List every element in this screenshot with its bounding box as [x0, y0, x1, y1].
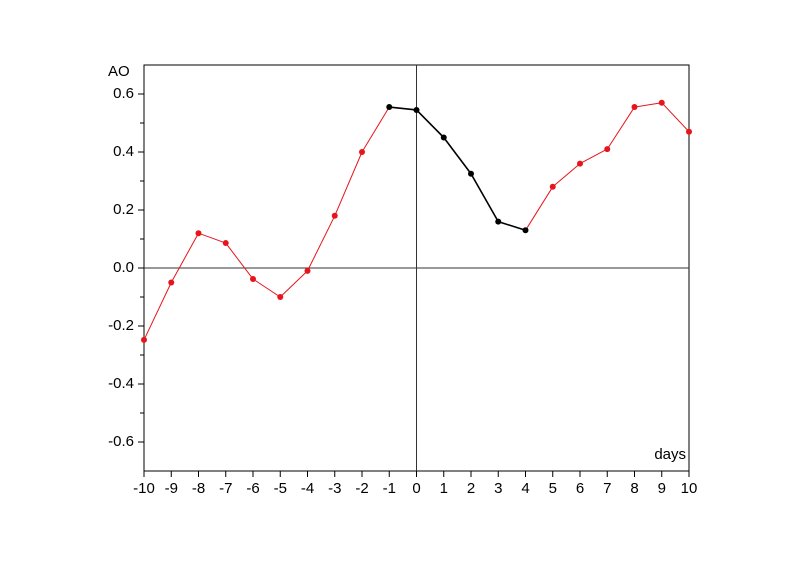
- line-segment: [525, 186, 554, 231]
- line-segment: [361, 106, 390, 153]
- x-tick-label: -7: [219, 480, 232, 497]
- data-point: [304, 267, 311, 274]
- x-tick-label: 6: [576, 480, 584, 497]
- data-point: [141, 336, 147, 343]
- x-tick-label: -8: [192, 480, 205, 497]
- line-segment: [470, 173, 499, 222]
- x-axis-label: days: [654, 446, 686, 463]
- x-tick-label: 10: [681, 480, 698, 497]
- data-point: [168, 279, 175, 286]
- x-tick-label: 3: [494, 480, 502, 497]
- line-segment: [634, 102, 662, 108]
- x-tick-label: 7: [603, 480, 611, 497]
- data-point: [549, 183, 556, 190]
- data-point: [359, 149, 365, 155]
- x-tick-label: -9: [165, 480, 178, 497]
- x-tick-label: 4: [521, 480, 529, 497]
- data-point: [686, 128, 692, 135]
- x-tick-label: 2: [467, 480, 475, 497]
- y-tick-label: 0.2: [113, 201, 134, 218]
- y-tick-label: 0.6: [113, 85, 134, 102]
- x-tick-label: 8: [630, 480, 638, 497]
- y-tick-label: 0.4: [113, 143, 134, 160]
- line-segment: [443, 137, 472, 175]
- data-point: [250, 276, 256, 283]
- x-tick-label: 9: [658, 480, 666, 497]
- line-segment: [415, 109, 445, 139]
- line-segment: [334, 151, 363, 216]
- line-segment: [143, 282, 172, 341]
- line-segment: [198, 232, 226, 244]
- data-point: [277, 294, 284, 300]
- x-tick-label: -3: [328, 480, 341, 497]
- y-axis-label: AO: [108, 63, 130, 80]
- data-point: [331, 212, 338, 219]
- x-tick-label: 5: [549, 480, 557, 497]
- line-segment: [170, 232, 199, 283]
- y-tick-label: -0.6: [108, 433, 134, 450]
- x-tick-label: -6: [246, 480, 259, 497]
- data-point: [495, 218, 502, 225]
- data-point: [522, 227, 529, 234]
- data-point: [577, 160, 583, 167]
- data-point: [631, 104, 638, 111]
- line-segment: [552, 163, 581, 188]
- line-segment: [579, 148, 608, 165]
- y-tick-label: -0.2: [108, 317, 134, 334]
- line-segment: [279, 270, 308, 298]
- data-point: [413, 106, 420, 113]
- x-tick-label: -4: [301, 480, 314, 497]
- x-tick-label: 1: [440, 480, 448, 497]
- line-segment: [661, 102, 690, 133]
- y-tick-label: 0.0: [113, 259, 134, 276]
- data-point: [604, 146, 611, 153]
- x-tick-label: -10: [133, 480, 155, 497]
- data-point: [658, 99, 665, 106]
- y-tick-label: -0.4: [108, 375, 134, 392]
- line-segment: [307, 215, 336, 272]
- data-point: [386, 104, 393, 111]
- line-segment: [498, 220, 526, 232]
- data-point: [222, 240, 229, 247]
- line-segment: [225, 242, 254, 280]
- data-point: [440, 134, 447, 141]
- x-tick-label: -5: [274, 480, 287, 497]
- x-tick-label: -2: [355, 480, 368, 497]
- line-segment: [606, 106, 635, 150]
- x-tick-label: -1: [383, 480, 396, 497]
- line-segment: [389, 106, 417, 111]
- x-tick-label: 0: [412, 480, 420, 497]
- data-point: [468, 170, 474, 177]
- data-point: [195, 230, 202, 237]
- line-segment: [252, 278, 281, 298]
